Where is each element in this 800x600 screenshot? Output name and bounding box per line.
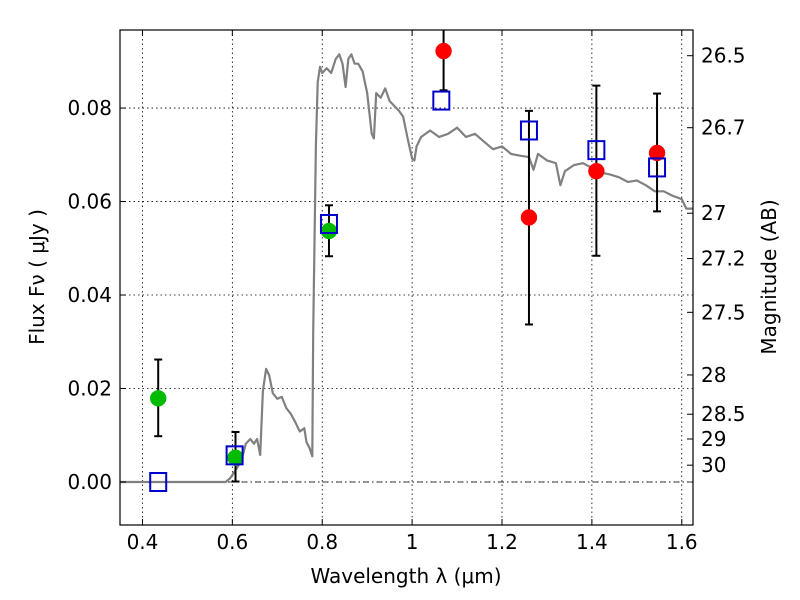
model-spectrum-line bbox=[120, 53, 693, 484]
y-tick-label: 0.08 bbox=[67, 96, 112, 120]
data-point bbox=[320, 222, 338, 240]
data-point bbox=[435, 42, 452, 60]
x-tick-label: 1 bbox=[406, 530, 419, 554]
y-tick-label: 0.06 bbox=[67, 190, 112, 214]
model-square-point bbox=[587, 140, 606, 161]
right-tick-label: 26.7 bbox=[701, 116, 746, 140]
x-tick-label: 0.4 bbox=[127, 530, 159, 554]
x-axis-title: Wavelength λ (μm) bbox=[310, 564, 501, 588]
model-square-point bbox=[432, 90, 451, 111]
x-axis: 0.4 0.6 0.8 1 1.2 1.4 1.6 bbox=[127, 30, 698, 554]
data-point bbox=[588, 162, 605, 180]
model-square-point bbox=[149, 471, 168, 492]
data-point bbox=[149, 390, 167, 407]
right-tick-label: 27.2 bbox=[701, 247, 746, 271]
y-tick-label: 0.04 bbox=[67, 283, 112, 307]
model-square-point bbox=[648, 157, 667, 178]
right-tick-label: 29 bbox=[701, 427, 726, 451]
right-tick-label: 28 bbox=[701, 363, 726, 387]
data-point bbox=[227, 449, 244, 466]
right-axis-title: Magnitude (AB) bbox=[757, 199, 781, 354]
model-square-point bbox=[319, 213, 338, 234]
right-tick-label: 28.5 bbox=[701, 402, 746, 426]
model-square-point bbox=[225, 445, 244, 466]
right-tick-label: 27 bbox=[701, 201, 726, 225]
model-square-point bbox=[519, 120, 538, 141]
data-point bbox=[520, 209, 538, 226]
x-tick-label: 1.4 bbox=[576, 530, 608, 554]
y-axis-left: 0.00 0.02 0.04 0.06 0.08 bbox=[67, 96, 126, 494]
right-tick-label: 27.5 bbox=[701, 300, 746, 324]
x-tick-label: 1.6 bbox=[666, 530, 698, 554]
x-tick-label: 1.2 bbox=[486, 530, 518, 554]
plot-background bbox=[120, 30, 693, 525]
y-tick-label: 0.00 bbox=[67, 470, 112, 494]
y-axis-title: Flux Fν ( μJy ) bbox=[25, 209, 49, 345]
data-point bbox=[648, 144, 666, 162]
right-tick-label: 30 bbox=[701, 453, 726, 477]
plot-frame bbox=[119, 29, 694, 526]
x-tick-label: 0.8 bbox=[306, 530, 338, 554]
y-tick-label: 0.02 bbox=[67, 377, 112, 401]
model-spectrum bbox=[120, 53, 693, 484]
data-markers bbox=[149, 42, 667, 492]
right-tick-label: 26.5 bbox=[701, 44, 746, 68]
x-tick-label: 0.6 bbox=[216, 530, 248, 554]
